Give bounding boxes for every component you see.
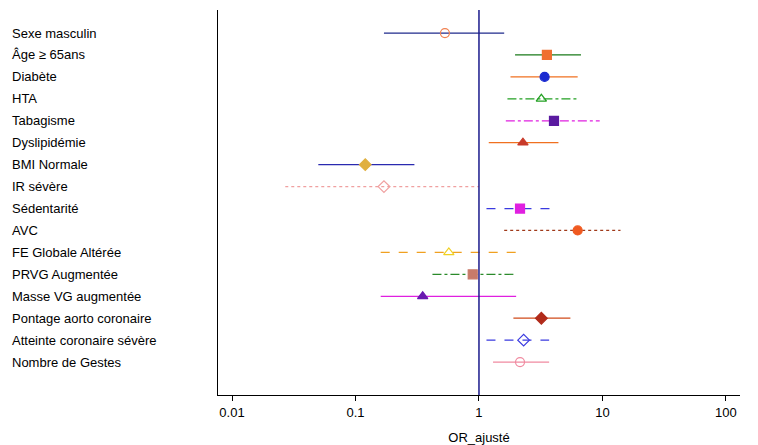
svg-text:OR_ajusté: OR_ajusté <box>448 430 509 445</box>
svg-text:HTA: HTA <box>12 91 37 106</box>
svg-text:100: 100 <box>715 405 737 420</box>
svg-text:Atteinte coronaire sévère: Atteinte coronaire sévère <box>12 333 157 348</box>
svg-text:Pontage aorto coronaire: Pontage aorto coronaire <box>12 311 151 326</box>
svg-text:Sédentarité: Sédentarité <box>12 201 79 216</box>
svg-text:Tabagisme: Tabagisme <box>12 113 75 128</box>
svg-text:Nombre de Gestes: Nombre de Gestes <box>12 355 122 370</box>
svg-text:PRVG Augmentée: PRVG Augmentée <box>12 267 118 282</box>
svg-text:Dyslipidémie: Dyslipidémie <box>12 135 86 150</box>
svg-text:0.01: 0.01 <box>219 405 244 420</box>
svg-text:BMI Normale: BMI Normale <box>12 157 88 172</box>
svg-text:Sexe masculin: Sexe masculin <box>12 26 97 41</box>
svg-text:Diabète: Diabète <box>12 69 57 84</box>
svg-text:10: 10 <box>595 405 609 420</box>
svg-text:FE Globale Altérée: FE Globale Altérée <box>12 245 121 260</box>
svg-text:0.1: 0.1 <box>346 405 364 420</box>
svg-text:Âge ≥ 65ans: Âge ≥ 65ans <box>12 47 85 62</box>
svg-text:AVC: AVC <box>12 223 38 238</box>
svg-text:Masse VG augmentée: Masse VG augmentée <box>12 289 141 304</box>
svg-text:1: 1 <box>475 405 482 420</box>
svg-text:IR sévère: IR sévère <box>12 179 68 194</box>
